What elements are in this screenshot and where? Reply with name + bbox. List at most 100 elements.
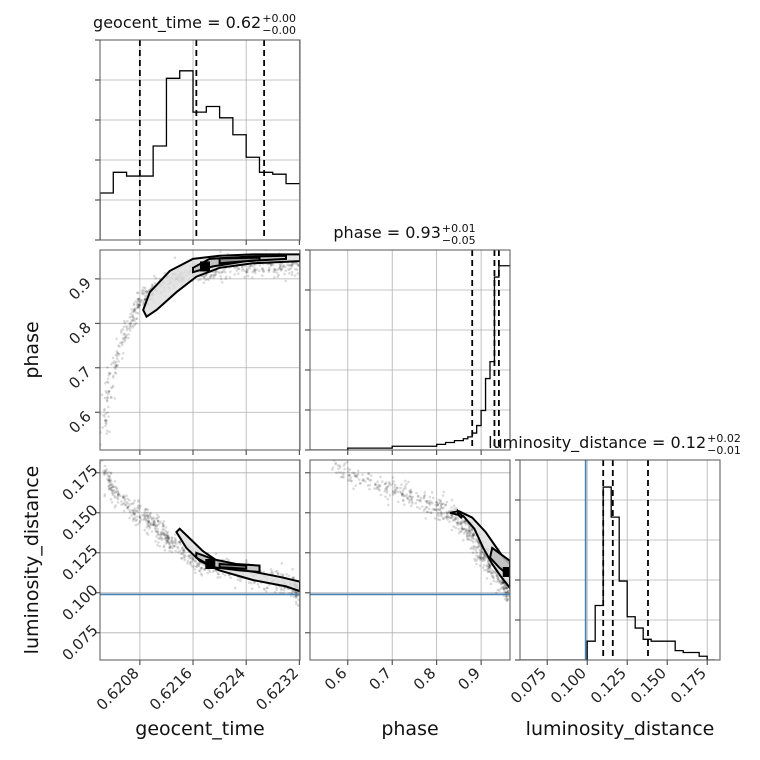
scatter-point bbox=[161, 522, 165, 526]
scatter-point bbox=[441, 494, 445, 497]
scatter-point bbox=[491, 574, 495, 578]
scatter-point bbox=[145, 514, 148, 517]
scatter-point bbox=[129, 322, 132, 325]
scatter-point bbox=[122, 336, 125, 340]
scatter-point bbox=[483, 553, 486, 557]
scatter-point bbox=[374, 483, 377, 487]
scatter-point bbox=[379, 493, 383, 497]
scatter-point bbox=[135, 306, 139, 310]
panel-phase_vs_geocent_time bbox=[95, 250, 300, 455]
scatter-point bbox=[109, 386, 113, 390]
scatter-point bbox=[206, 571, 209, 575]
scatter-point bbox=[444, 503, 448, 507]
scatter-point bbox=[218, 575, 222, 579]
scatter-point bbox=[147, 524, 150, 528]
scatter-point bbox=[137, 504, 141, 507]
scatter-point bbox=[502, 588, 506, 591]
scatter-point bbox=[186, 559, 190, 563]
scatter-point bbox=[110, 491, 114, 495]
scatter-point bbox=[140, 292, 144, 295]
panel-luminosity_distance_vs_geocent_time bbox=[95, 460, 300, 665]
scatter-point bbox=[278, 262, 281, 266]
scatter-point bbox=[440, 515, 443, 518]
scatter-point bbox=[121, 352, 125, 355]
scatter-point bbox=[114, 364, 117, 368]
scatter-point bbox=[115, 351, 119, 355]
scatter-point bbox=[214, 552, 218, 556]
scatter-point bbox=[511, 588, 514, 591]
scatter-point bbox=[142, 301, 145, 304]
scatter-point bbox=[129, 321, 132, 325]
scatter-point bbox=[188, 560, 192, 564]
scatter-point bbox=[130, 514, 133, 517]
scatter-point bbox=[406, 497, 409, 500]
scatter-point bbox=[129, 312, 132, 316]
scatter-point bbox=[405, 493, 409, 496]
scatter-point bbox=[132, 316, 135, 320]
scatter-point bbox=[439, 505, 442, 508]
scatter-point bbox=[501, 581, 505, 585]
scatter-point bbox=[135, 518, 139, 522]
scatter-point bbox=[200, 567, 203, 570]
scatter-point bbox=[154, 523, 157, 526]
scatter-point bbox=[492, 569, 495, 573]
scatter-point bbox=[495, 573, 498, 577]
scatter-point bbox=[102, 409, 106, 412]
scatter-point bbox=[466, 538, 470, 542]
scatter-point bbox=[135, 317, 139, 321]
scatter-point bbox=[468, 531, 472, 535]
scatter-point bbox=[353, 473, 356, 476]
scatter-point bbox=[297, 264, 300, 267]
scatter-point bbox=[166, 534, 170, 538]
scatter-point bbox=[468, 524, 471, 528]
scatter-point bbox=[505, 599, 509, 602]
scatter-point bbox=[476, 539, 479, 542]
scatter-point bbox=[133, 308, 136, 311]
scatter-point bbox=[505, 596, 509, 600]
scatter-point bbox=[398, 490, 402, 493]
scatter-point bbox=[220, 280, 224, 284]
scatter-point bbox=[123, 499, 127, 502]
scatter-point bbox=[281, 266, 284, 269]
scatter-point bbox=[474, 545, 478, 549]
scatter-point bbox=[498, 580, 502, 584]
scatter-point bbox=[496, 576, 500, 580]
scatter-point bbox=[425, 499, 429, 503]
scatter-point bbox=[408, 494, 411, 498]
scatter-point bbox=[153, 520, 156, 523]
scatter-point bbox=[121, 496, 125, 500]
scatter-point bbox=[132, 517, 136, 521]
scatter-point bbox=[121, 495, 125, 498]
scatter-point bbox=[228, 276, 232, 279]
scatter-point bbox=[116, 496, 119, 499]
scatter-point bbox=[195, 565, 198, 569]
scatter-point bbox=[136, 305, 140, 309]
scatter-point bbox=[392, 491, 395, 494]
scatter-point bbox=[144, 519, 148, 523]
scatter-point bbox=[503, 586, 506, 590]
title-minus: −0.01 bbox=[707, 444, 741, 457]
x-axis-label-phase: phase bbox=[381, 718, 438, 740]
scatter-point bbox=[512, 594, 515, 597]
scatter-point bbox=[107, 374, 111, 377]
scatter-point bbox=[425, 510, 429, 514]
scatter-point bbox=[425, 506, 429, 509]
scatter-point bbox=[503, 584, 507, 587]
scatter-point bbox=[168, 546, 172, 550]
scatter-point bbox=[115, 354, 119, 358]
scatter-point bbox=[173, 540, 176, 543]
scatter-point bbox=[145, 518, 149, 521]
scatter-point bbox=[233, 266, 237, 270]
scatter-point bbox=[487, 562, 490, 565]
scatter-point bbox=[162, 532, 166, 535]
scatter-point bbox=[423, 491, 427, 494]
scatter-point bbox=[246, 267, 249, 271]
scatter-point bbox=[114, 372, 118, 375]
scatter-point bbox=[468, 530, 472, 534]
scatter-point bbox=[132, 509, 136, 512]
scatter-point bbox=[248, 264, 252, 268]
contour-level bbox=[457, 508, 464, 520]
scatter-point bbox=[214, 273, 217, 277]
scatter-point bbox=[409, 490, 413, 493]
scatter-point bbox=[506, 589, 510, 593]
